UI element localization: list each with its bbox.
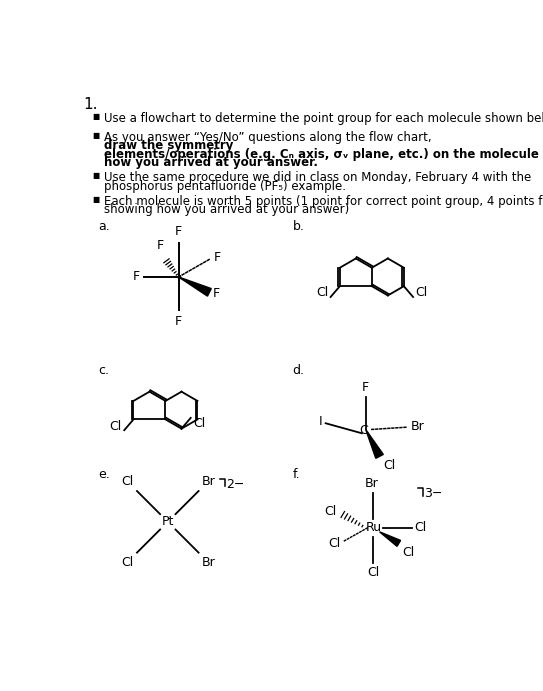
Text: 1.: 1. xyxy=(83,97,98,112)
Text: Cl: Cl xyxy=(414,521,426,533)
Text: Cl: Cl xyxy=(383,460,396,473)
Text: F: F xyxy=(362,381,369,394)
Polygon shape xyxy=(179,277,211,296)
Text: d.: d. xyxy=(293,364,305,377)
Text: showing how you arrived at your answer): showing how you arrived at your answer) xyxy=(104,203,349,216)
Text: Cl: Cl xyxy=(110,419,122,433)
Text: ■: ■ xyxy=(92,131,99,140)
Text: Ru: Ru xyxy=(365,522,381,534)
Text: Br: Br xyxy=(201,475,216,488)
Text: Br: Br xyxy=(365,477,378,490)
Text: Use the same procedure we did in class on Monday, February 4 with the: Use the same procedure we did in class o… xyxy=(104,171,531,184)
Text: F: F xyxy=(157,239,164,252)
Text: Cl: Cl xyxy=(324,504,337,518)
Text: 3−: 3− xyxy=(424,487,443,500)
Text: how you arrived at your answer.: how you arrived at your answer. xyxy=(104,156,318,169)
Text: Cl: Cl xyxy=(316,286,329,299)
Text: Cl: Cl xyxy=(402,546,414,559)
Text: Cl: Cl xyxy=(415,286,428,299)
Text: As you answer “Yes/No” questions along the flow chart,: As you answer “Yes/No” questions along t… xyxy=(104,131,435,144)
Text: 2−: 2− xyxy=(226,478,245,491)
Text: Cl: Cl xyxy=(121,556,133,569)
Text: F: F xyxy=(133,269,140,283)
Text: F: F xyxy=(212,287,219,301)
Text: Each molecule is worth 5 points (1 point for correct point group, 4 points for: Each molecule is worth 5 points (1 point… xyxy=(104,195,543,207)
Text: Pt: Pt xyxy=(162,515,174,529)
Text: ■: ■ xyxy=(92,195,99,204)
Text: F: F xyxy=(175,225,182,238)
Text: phosphorus pentafluoride (PF₅) example.: phosphorus pentafluoride (PF₅) example. xyxy=(104,180,346,193)
Text: Br: Br xyxy=(201,556,216,569)
Text: a.: a. xyxy=(98,220,110,233)
Text: elements/operations (e.g. Cₙ axis, σᵥ plane, etc.) on the molecule to show: elements/operations (e.g. Cₙ axis, σᵥ pl… xyxy=(104,148,543,160)
Text: draw the symmetry: draw the symmetry xyxy=(104,139,233,152)
Text: C: C xyxy=(359,424,368,437)
Text: F: F xyxy=(175,314,182,328)
Polygon shape xyxy=(380,532,401,547)
Text: Cl: Cl xyxy=(328,537,340,550)
Text: b.: b. xyxy=(293,220,305,233)
Text: Cl: Cl xyxy=(121,475,133,488)
Text: f.: f. xyxy=(293,468,300,481)
Text: Cl: Cl xyxy=(367,566,380,578)
Text: I: I xyxy=(319,415,323,428)
Text: ■: ■ xyxy=(92,112,99,121)
Text: e.: e. xyxy=(98,468,110,481)
Text: F: F xyxy=(214,252,221,264)
Text: c.: c. xyxy=(98,364,110,377)
Text: Br: Br xyxy=(411,420,424,433)
Polygon shape xyxy=(365,429,383,458)
Text: Cl: Cl xyxy=(193,417,205,430)
Text: Use a flowchart to determine the point group for each molecule shown below.: Use a flowchart to determine the point g… xyxy=(104,112,543,125)
Text: ■: ■ xyxy=(92,171,99,180)
